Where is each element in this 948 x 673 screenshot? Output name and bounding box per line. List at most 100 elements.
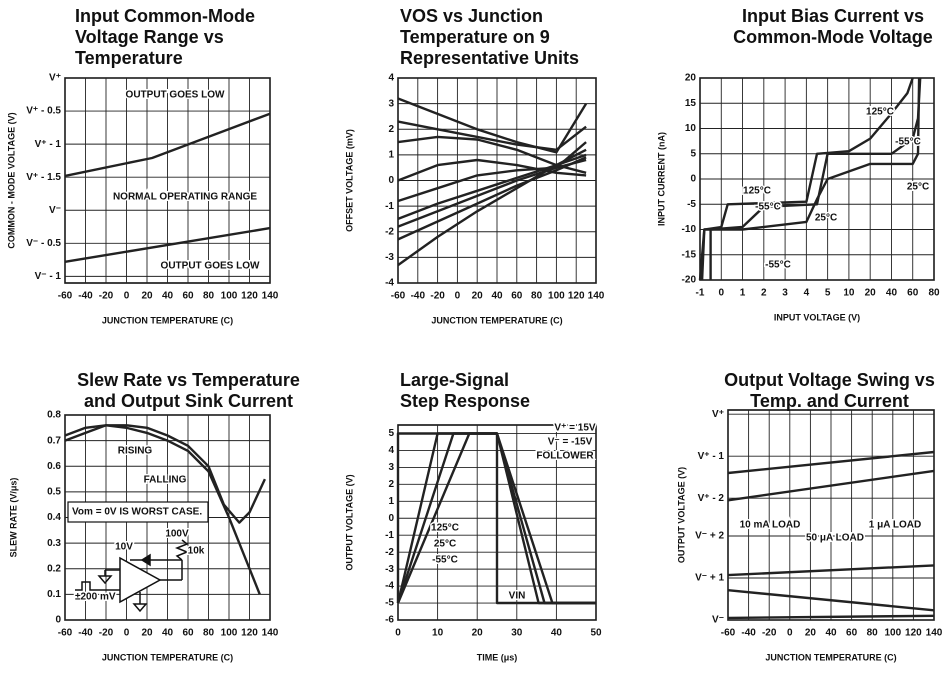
x-tick-label: 30 — [511, 628, 523, 639]
curve — [727, 450, 935, 475]
y-tick-label: 0 — [388, 513, 394, 524]
x-tick-label: 2 — [761, 288, 767, 299]
annotation: -55°C — [755, 202, 781, 213]
chart-title: Input Common-Mode Voltage Range vs Tempe… — [75, 6, 255, 68]
x-tick-label: 140 — [262, 291, 279, 302]
chart-title: Large-Signal Step Response — [400, 370, 531, 411]
y-tick-label: 0.5 — [47, 487, 61, 498]
y-tick-label: -2 — [385, 547, 394, 558]
annotation: V⁻ = -15V — [548, 437, 593, 448]
x-tick-label: 10 — [432, 628, 444, 639]
x-tick-label: 40 — [825, 628, 837, 639]
y-axis-label: SLEW RATE (V/μs) — [8, 478, 18, 558]
x-tick-label: 0 — [718, 288, 724, 299]
x-tick-label: 40 — [162, 291, 174, 302]
note-box — [67, 501, 209, 523]
y-tick-label: 4 — [388, 445, 394, 456]
x-tick-label: -40 — [741, 628, 756, 639]
curve — [709, 77, 922, 280]
y-tick-label: 3 — [388, 98, 394, 109]
chart-title: Slew Rate vs Temperature and Output Sink… — [77, 370, 300, 411]
y-tick-label: 0.8 — [47, 410, 61, 421]
curve — [397, 156, 587, 241]
annotation: 125°C — [743, 186, 771, 197]
y-tick-label: V⁺ — [49, 73, 61, 84]
curve-label: 1 μA LOAD — [869, 520, 921, 531]
x-tick-label: 120 — [241, 628, 258, 639]
x-tick-label: 100 — [221, 291, 238, 302]
x-tick-label: 20 — [141, 291, 153, 302]
x-tick-label: 40 — [551, 628, 563, 639]
y-tick-label: 5 — [388, 428, 394, 439]
y-tick-label: V⁺ - 1.5 — [26, 172, 61, 183]
y-tick-label: 0 — [690, 174, 696, 185]
curve-label: 125°C — [431, 523, 459, 534]
y-tick-label: 1 — [388, 496, 394, 507]
x-tick-label: 20 — [805, 628, 817, 639]
curve-label: RISING — [118, 446, 153, 457]
annotation: OUTPUT GOES LOW — [161, 261, 260, 272]
annotation: 10k — [188, 546, 205, 557]
curve — [397, 163, 587, 267]
x-tick-label: 80 — [867, 628, 879, 639]
x-axis-label: JUNCTION TEMPERATURE (C) — [765, 652, 896, 662]
x-tick-label: 3 — [782, 288, 788, 299]
x-tick-label: 60 — [182, 628, 194, 639]
y-axis-label: OFFSET VOLTAGE (mV) — [344, 129, 354, 232]
y-tick-label: -6 — [385, 615, 394, 626]
x-tick-label: -40 — [78, 291, 93, 302]
x-tick-label: -60 — [721, 628, 736, 639]
y-tick-label: 2 — [388, 124, 394, 135]
annotation: V⁺ = 15V — [554, 423, 595, 434]
chart-4: 0 10 20 30 40 50 -6 -5 -4 -3 -2 -1 0 1 2 3 4 5 125°C 25°C -5… — [344, 424, 602, 662]
x-tick-label: 140 — [926, 628, 943, 639]
chart-2: -1 0 1 2 3 4 5 10 20 40 60 80-20-15-10-505101520125… — [656, 73, 940, 323]
x-tick-label: 40 — [162, 628, 174, 639]
y-tick-label: 3 — [388, 462, 394, 473]
curve — [727, 589, 935, 612]
x-tick-label: -20 — [99, 628, 114, 639]
annotation: FOLLOWER — [536, 451, 594, 462]
x-tick-label: -20 — [762, 628, 777, 639]
x-tick-label: 100 — [884, 628, 901, 639]
curve-label: -55°C — [432, 555, 458, 566]
x-tick-label: -20 — [430, 291, 445, 302]
y-tick-label: V⁺ - 1 — [698, 451, 725, 462]
chart-title: Input Bias Current vs Common-Mode Voltag… — [733, 6, 933, 47]
curve — [727, 614, 935, 620]
x-tick-label: 0 — [124, 291, 130, 302]
y-tick-label: 5 — [690, 148, 696, 159]
y-axis-label: OUTPUT VOLTAGE (V) — [676, 467, 686, 563]
x-tick-label: 140 — [262, 628, 279, 639]
annotation: ±200 mV — [75, 592, 116, 603]
y-tick-label: -4 — [385, 581, 394, 592]
y-tick-label: 0.6 — [47, 461, 61, 472]
x-tick-label: 20 — [472, 291, 484, 302]
y-tick-label: V⁺ - 1 — [35, 139, 62, 150]
annotation: Vom = 0V IS WORST CASE. — [72, 507, 202, 518]
x-tick-label: 0 — [787, 628, 793, 639]
y-tick-label: -5 — [385, 598, 394, 609]
y-tick-label: V⁻ + 2 — [695, 531, 724, 542]
x-tick-label: 10 — [843, 288, 855, 299]
x-tick-label: 0 — [455, 291, 461, 302]
chart-1: -60 -40 -20 0 20 40 60 80 100 120 140 -4 -3 -2 -1 0 1 2 3 4… — [344, 73, 604, 326]
y-tick-label: 0.7 — [47, 435, 61, 446]
x-tick-label: 80 — [531, 291, 543, 302]
x-tick-label: -60 — [58, 628, 73, 639]
y-tick-label: -10 — [682, 224, 697, 235]
x-tick-label: 60 — [511, 291, 523, 302]
annotation: NORMAL OPERATING RANGE — [113, 192, 257, 203]
y-tick-label: -4 — [385, 278, 394, 289]
x-tick-label: 5 — [825, 288, 831, 299]
curve — [64, 424, 261, 595]
y-tick-label: 2 — [388, 479, 394, 490]
y-tick-label: V⁺ — [712, 409, 724, 420]
x-tick-label: 60 — [846, 628, 858, 639]
curve — [397, 158, 587, 182]
curve — [727, 564, 935, 577]
x-tick-label: -40 — [411, 291, 426, 302]
x-axis-label: TIME (μs) — [477, 652, 518, 662]
